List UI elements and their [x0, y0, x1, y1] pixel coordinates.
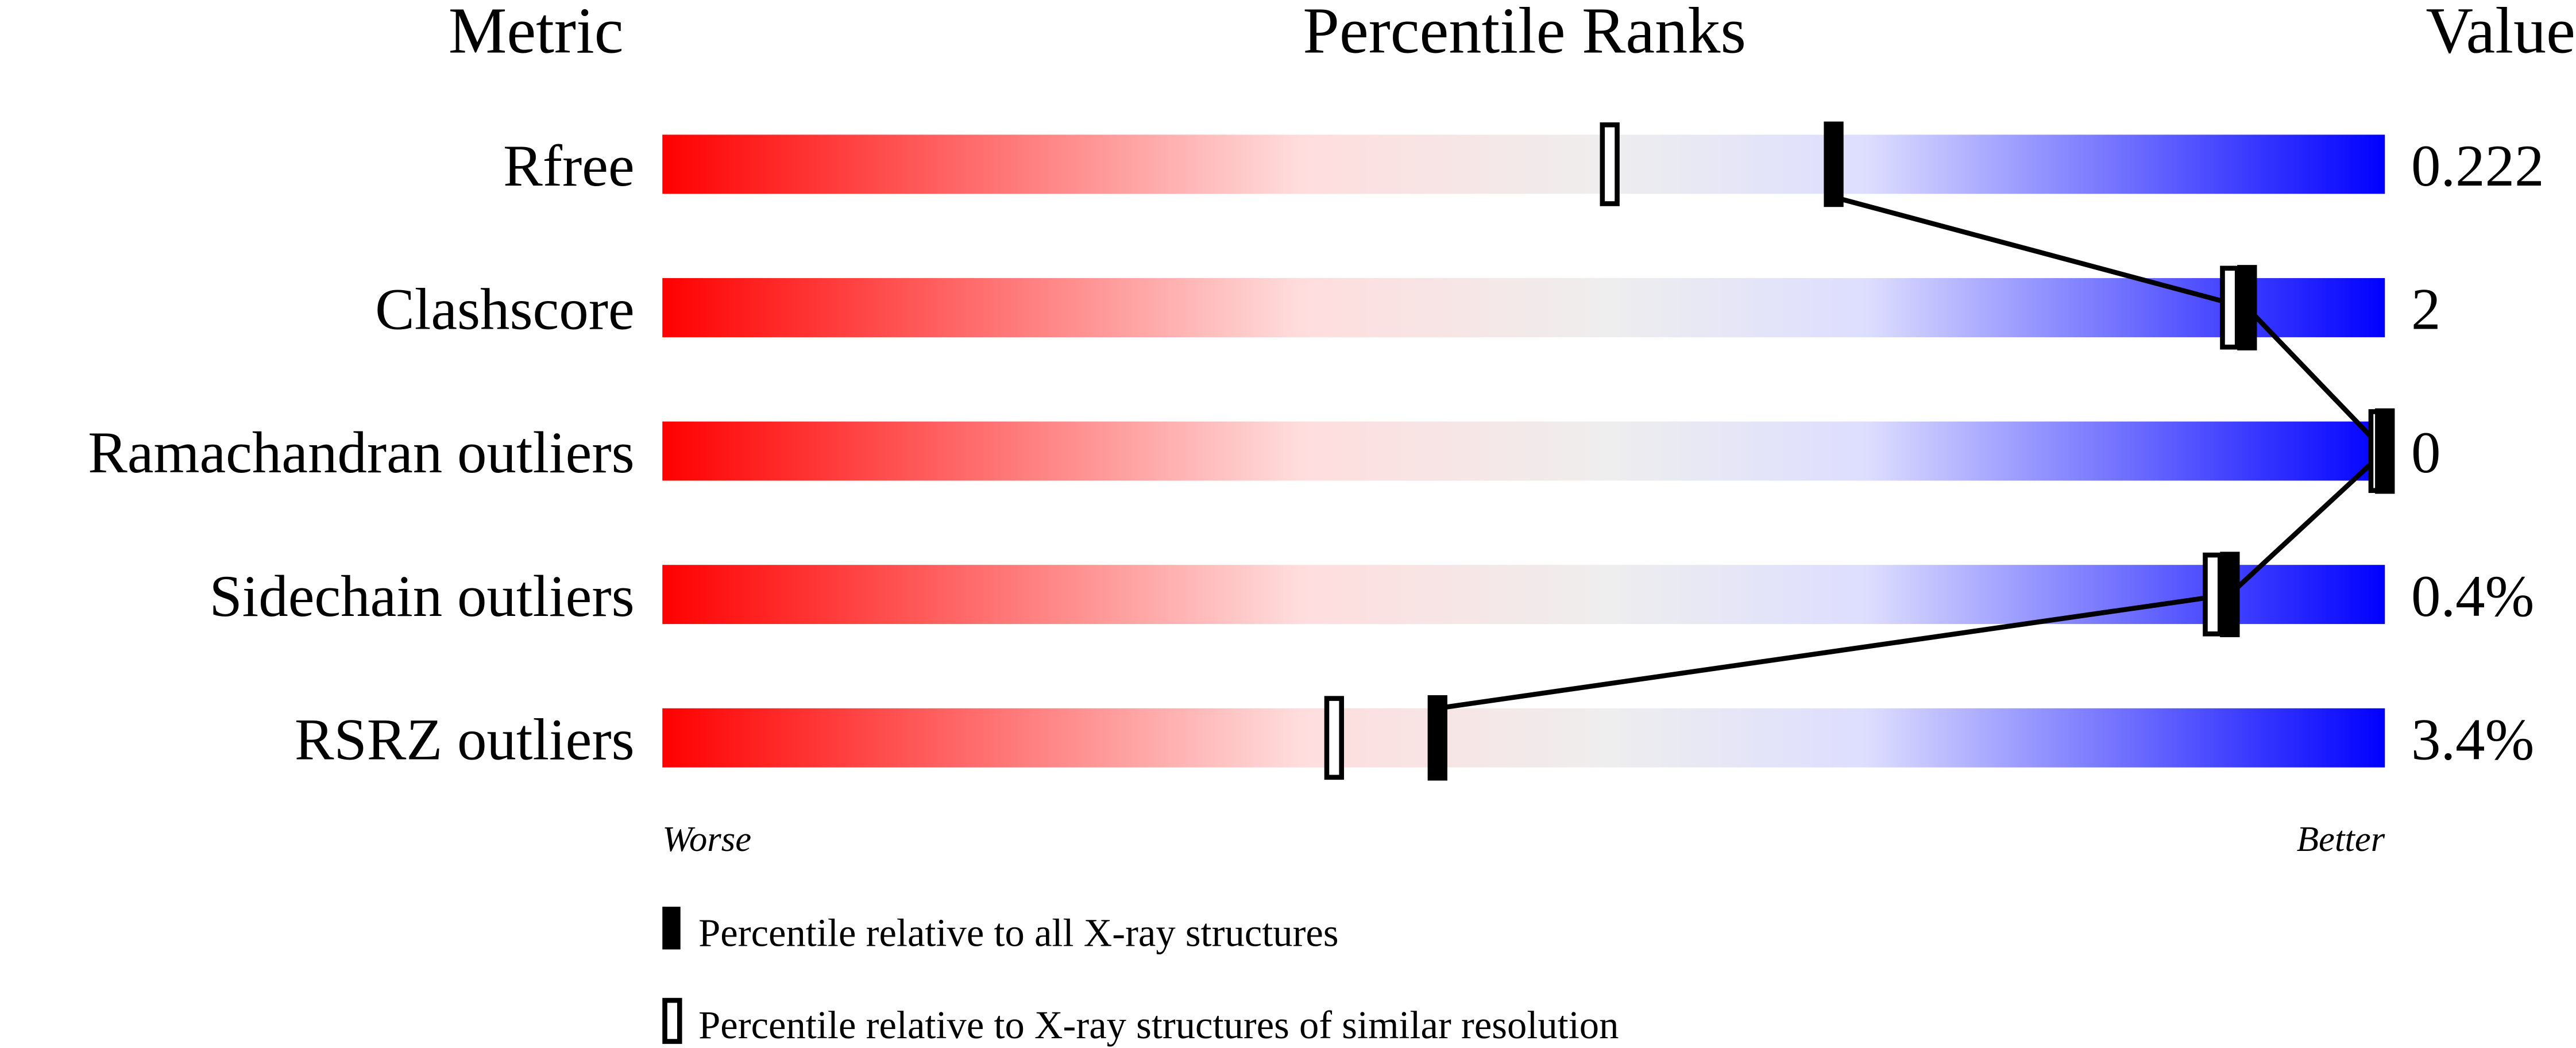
metric-value: 2	[2411, 277, 2440, 342]
marker-similar-resolution	[1324, 696, 1345, 780]
header-metric: Metric	[449, 0, 624, 67]
metric-row: Ramachandran outliers 0	[88, 420, 2440, 486]
metric-value: 3.4%	[2411, 707, 2534, 772]
metric-row: RSRZ outliers 3.4%	[295, 707, 2534, 772]
metric-label: Ramachandran outliers	[88, 420, 635, 486]
metric-row: Sidechain outliers 0.4%	[209, 564, 2534, 629]
marker-all-structures	[2237, 265, 2257, 350]
marker-similar-resolution	[1600, 122, 1620, 206]
legend-hollow-marker	[662, 997, 682, 1044]
legend-hollow-label: Percentile relative to X-ray structures …	[698, 1003, 1619, 1047]
marker-all-structures	[1427, 695, 1447, 781]
marker-all-structures	[2375, 408, 2395, 494]
legend-filled-marker	[662, 907, 681, 950]
axis-label-worse: Worse	[662, 819, 751, 859]
metric-label: Rfree	[503, 133, 635, 199]
metric-row: Clashscore 2	[375, 277, 2440, 342]
metric-value: 0	[2411, 420, 2440, 486]
percentile-bar	[662, 134, 2385, 194]
percentile-bar	[662, 708, 2385, 768]
percentile-bar	[662, 278, 2385, 337]
legend-filled-label: Percentile relative to all X-ray structu…	[698, 911, 1338, 955]
metric-value: 0.222	[2411, 133, 2544, 199]
marker-similar-resolution	[2203, 552, 2223, 637]
marker-similar-resolution	[2220, 265, 2240, 350]
metric-value: 0.4%	[2411, 564, 2534, 629]
percentile-bar	[662, 565, 2385, 625]
metric-label: Sidechain outliers	[209, 564, 634, 629]
metric-label: Clashscore	[375, 277, 635, 342]
metric-label: RSRZ outliers	[295, 707, 635, 772]
header-value: Value	[2426, 0, 2575, 67]
header-percentile-ranks: Percentile Ranks	[1303, 0, 1746, 67]
axis-label-better: Better	[2297, 819, 2385, 859]
percentile-bar	[662, 421, 2385, 481]
marker-all-structures	[1824, 121, 1844, 207]
metric-row: Rfree 0.222	[503, 133, 2544, 199]
marker-all-structures	[2220, 552, 2240, 637]
